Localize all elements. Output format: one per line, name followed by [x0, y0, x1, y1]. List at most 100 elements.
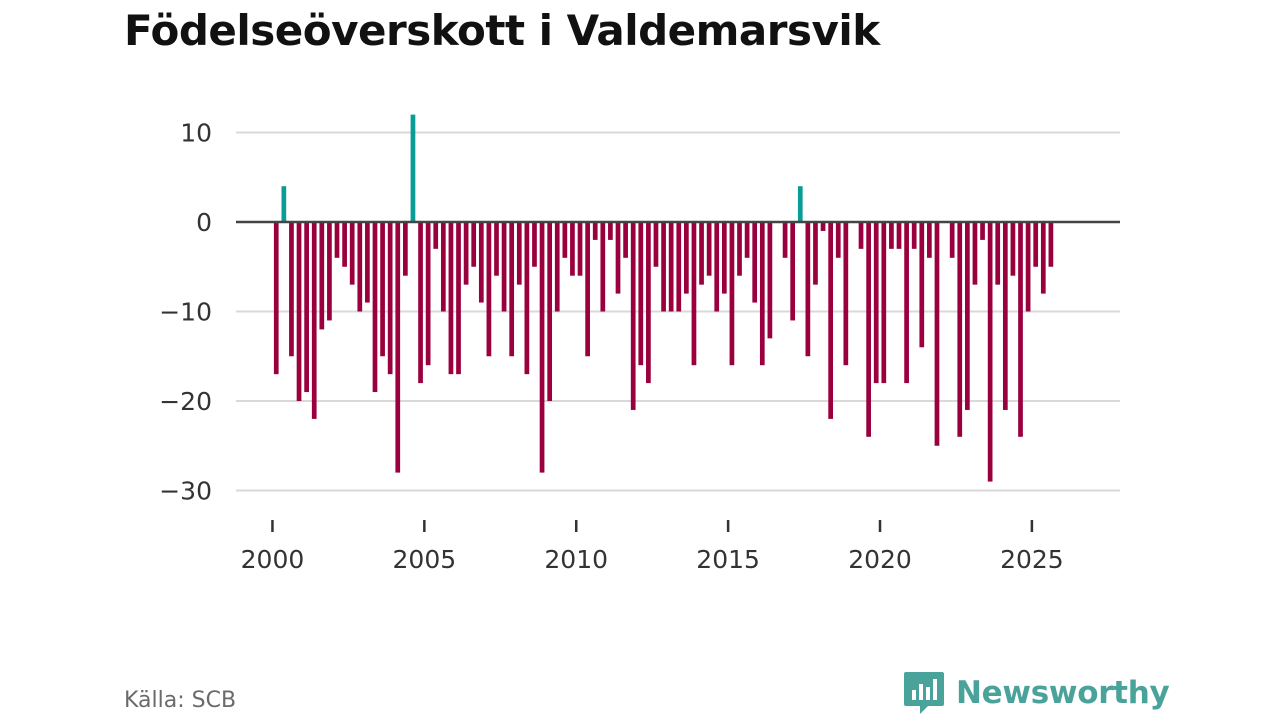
bar-negative [319, 222, 325, 330]
bar-negative [592, 222, 598, 240]
bar-negative [1048, 222, 1054, 267]
bar-negative [858, 222, 864, 249]
bar-negative [524, 222, 530, 375]
bar-negative [980, 222, 985, 240]
bar-negative [1002, 222, 1008, 410]
bar-negative [478, 222, 484, 303]
bar-negative [585, 222, 590, 357]
bar-negative [729, 222, 735, 366]
bar-negative [577, 222, 583, 276]
bar-negative [509, 222, 515, 357]
bar-negative [562, 222, 568, 258]
bar-negative [570, 222, 575, 276]
bar-negative [737, 222, 742, 276]
bar-negative [699, 222, 704, 285]
bar-negative [676, 222, 682, 312]
bar-negative [334, 222, 340, 258]
bar-negative [668, 222, 674, 312]
bar-negative [972, 222, 978, 285]
bar-negative [433, 222, 439, 249]
y-tick-label: −20 [159, 387, 212, 416]
bar-negative [395, 222, 401, 473]
chart-title: Födelseöverskott i Valdemarsvik [124, 6, 880, 55]
bar-negative [896, 222, 902, 249]
bar-negative [987, 222, 993, 482]
bar-negative [653, 222, 659, 267]
bar-negative [311, 222, 317, 419]
bar-negative [273, 222, 279, 375]
x-axis-ticks: 2000 2005 2010 2015 2020 2025 [241, 520, 1064, 574]
bar-negative [995, 222, 1001, 285]
bar-negative [782, 222, 788, 258]
bar-negative [714, 222, 720, 312]
bar-negative [873, 222, 879, 384]
x-tick-label: 2025 [1000, 545, 1064, 574]
bar-negative [828, 222, 834, 419]
brand-name: Newsworthy [956, 675, 1170, 711]
bar-negative [289, 222, 294, 357]
bar-negative [357, 222, 363, 312]
bar-negative [767, 222, 773, 339]
bar-negative [387, 222, 393, 375]
bar-negative [516, 222, 522, 285]
bar-negative [744, 222, 750, 258]
bar-negative [881, 222, 887, 384]
bar-negative [1018, 222, 1023, 437]
bar-negative [919, 222, 925, 348]
bar-negative [752, 222, 758, 303]
newsworthy-chart-bubble-icon [904, 672, 944, 714]
bar-negative [372, 222, 378, 393]
y-tick-label: −30 [159, 477, 212, 506]
bar-negative [965, 222, 970, 410]
bar-negative [866, 222, 871, 437]
bar-negative [554, 222, 560, 312]
bar-negative [1033, 222, 1039, 267]
bar-negative [456, 222, 461, 375]
bar-negative [638, 222, 644, 366]
bar-negative [646, 222, 651, 384]
bar-negative [365, 222, 370, 303]
bar-negative [661, 222, 666, 312]
bar-negative [820, 222, 826, 231]
x-tick-label: 2005 [393, 545, 457, 574]
bar-negative [547, 222, 553, 401]
bar-negative [1040, 222, 1046, 294]
bar-negative [691, 222, 697, 366]
bar-negative [440, 222, 446, 312]
bar-negative [471, 222, 477, 267]
bar-negative [342, 222, 347, 267]
bar-negative [630, 222, 636, 410]
x-tick-label: 2010 [544, 545, 608, 574]
bar-negative [425, 222, 431, 366]
bar-negative [494, 222, 499, 276]
bar-negative [501, 222, 507, 312]
bar-negative [486, 222, 492, 357]
bar-negative [539, 222, 545, 473]
bar-negative [684, 222, 689, 294]
bar-negative [296, 222, 302, 401]
bar-negative [904, 222, 909, 384]
bar-negative [532, 222, 537, 267]
bar-negative [1010, 222, 1016, 276]
bar-positive [797, 186, 803, 222]
bar-negative [600, 222, 606, 312]
bar-negative [623, 222, 628, 258]
y-tick-label: 0 [196, 208, 212, 237]
source-label: Källa: SCB [124, 688, 237, 713]
y-axis-ticks: 10 0 −10 −20 −30 [159, 119, 212, 506]
bar-negative [349, 222, 355, 285]
bar-negative [721, 222, 727, 294]
bar-negative [380, 222, 385, 357]
x-tick-label: 2000 [241, 545, 305, 574]
bar-negative [615, 222, 621, 294]
bar-negative [418, 222, 423, 384]
bar-negative [805, 222, 811, 357]
bar-negative [949, 222, 955, 258]
bar-negative [911, 222, 917, 249]
y-tick-label: −10 [159, 298, 212, 327]
bar-negative [403, 222, 408, 276]
bar-negative [463, 222, 469, 285]
brand-logo[interactable]: Newsworthy [902, 670, 1170, 716]
bar-negative [889, 222, 894, 249]
